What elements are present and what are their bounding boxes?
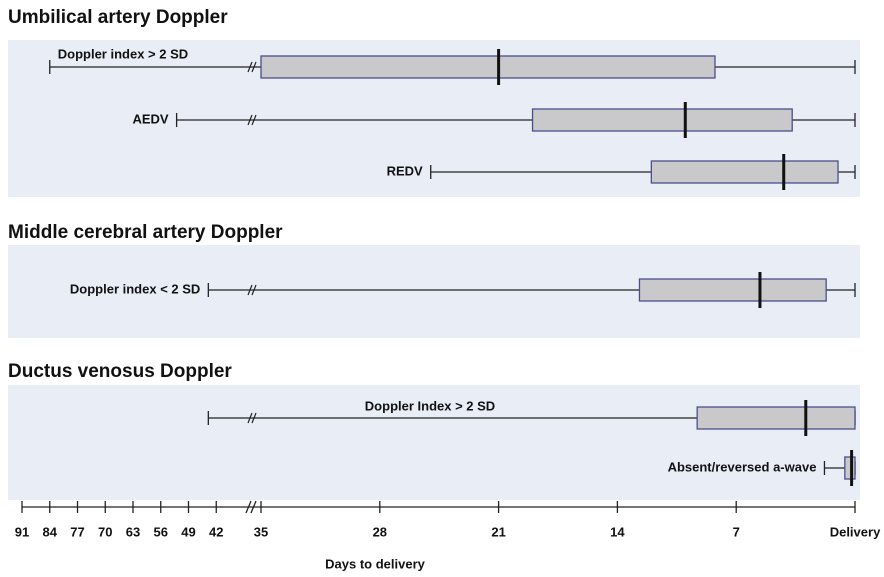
panel-title: Middle cerebral artery Doppler (8, 222, 283, 243)
x-tick-label: 91 (15, 524, 29, 539)
row-label: Doppler Index > 2 SD (365, 398, 495, 413)
panel-background (8, 385, 860, 500)
x-tick-label: 42 (209, 524, 223, 539)
x-tick-label: Delivery (830, 524, 881, 539)
x-axis-label: Days to delivery (325, 556, 425, 571)
x-tick-label: 7 (733, 524, 740, 539)
x-tick-label: 70 (98, 524, 112, 539)
x-tick-label: 84 (43, 524, 58, 539)
panel-title: Umbilical artery Doppler (8, 7, 228, 28)
x-tick-label: 63 (126, 524, 140, 539)
row-label: AEDV (132, 111, 168, 126)
row-label: REDV (387, 163, 423, 178)
x-tick-label: 35 (254, 524, 268, 539)
x-tick-label: 56 (154, 524, 168, 539)
row-label: Doppler index < 2 SD (70, 281, 200, 296)
box (531, 108, 793, 132)
box (638, 278, 827, 302)
box (844, 456, 856, 480)
axis-break-mark (247, 61, 257, 73)
x-tick-label: 49 (181, 524, 195, 539)
box (696, 406, 856, 430)
x-tick-label: 21 (491, 524, 505, 539)
row-label: Doppler index > 2 SD (58, 46, 188, 61)
x-tick-label: 14 (610, 524, 625, 539)
panel-title: Ductus venosus Doppler (8, 361, 232, 382)
x-tick-label: 28 (373, 524, 387, 539)
axis-break-mark (247, 284, 257, 296)
box (260, 55, 716, 79)
x-tick-label: 77 (70, 524, 84, 539)
axis-break-mark (247, 412, 257, 424)
box (650, 160, 839, 184)
axis-break-mark (247, 114, 257, 126)
axis-break-mark (245, 500, 257, 514)
row-label: Absent/reversed a-wave (668, 459, 817, 474)
